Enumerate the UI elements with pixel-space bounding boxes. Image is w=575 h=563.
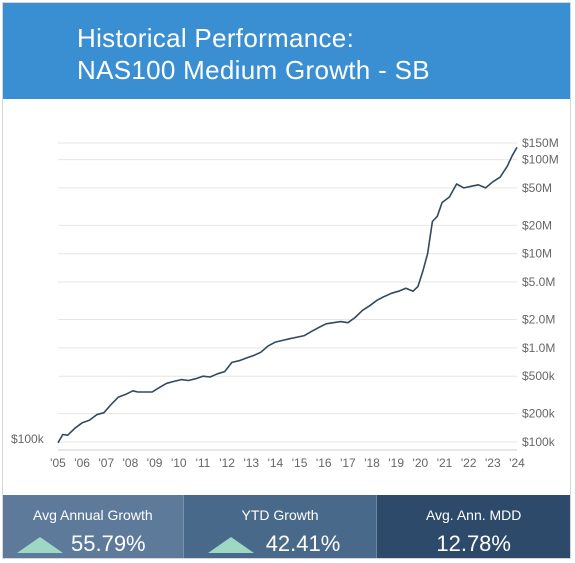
x-tick-label: '22 bbox=[461, 456, 477, 470]
trend-up-icon bbox=[207, 537, 254, 553]
stat-label: Avg Annual Growth bbox=[33, 507, 153, 523]
page-title: Historical Performance: bbox=[77, 23, 355, 53]
y-tick-label: $500k bbox=[522, 369, 556, 383]
x-tick-label: '24 bbox=[509, 456, 525, 470]
y-tick-label: $5.0M bbox=[522, 275, 555, 289]
x-tick-label: '08 bbox=[123, 456, 139, 470]
x-tick-label: '07 bbox=[98, 456, 114, 470]
x-tick-label: '09 bbox=[147, 456, 163, 470]
stat-avg-ann-mdd: Avg. Ann. MDD 12.78% bbox=[376, 495, 570, 558]
x-tick-label: '10 bbox=[171, 456, 187, 470]
stat-value: 42.41% bbox=[265, 531, 341, 556]
y-tick-label: $10M bbox=[522, 247, 552, 261]
x-tick-label: '11 bbox=[196, 456, 211, 470]
x-tick-label: '20 bbox=[413, 456, 429, 470]
x-tick-label: '12 bbox=[219, 456, 235, 470]
y-tick-label: $1.0M bbox=[522, 341, 555, 355]
performance-card: Historical Performance: NAS100 Medium Gr… bbox=[2, 2, 571, 559]
y-tick-label: $50M bbox=[522, 181, 552, 195]
x-tick-label: '21 bbox=[437, 456, 453, 470]
header-banner: Historical Performance: NAS100 Medium Gr… bbox=[3, 3, 570, 99]
x-tick-label: '18 bbox=[364, 456, 380, 470]
x-tick-label: '17 bbox=[340, 456, 356, 470]
y-tick-label: $100M bbox=[522, 153, 559, 167]
stat-label: Avg. Ann. MDD bbox=[425, 507, 522, 523]
y-tick-label: $100k bbox=[522, 435, 556, 449]
x-tick-label: '05 bbox=[50, 456, 66, 470]
x-tick-label: '14 bbox=[268, 456, 284, 470]
stat-label: YTD Growth bbox=[241, 507, 319, 523]
y-axis-left-label: $100k bbox=[11, 432, 45, 446]
performance-chart: $100k $200k $500k $1.0M $2.0M $5.0M $10M $20M $5… bbox=[11, 136, 559, 470]
series-line bbox=[57, 146, 518, 444]
y-tick-label: $20M bbox=[522, 218, 552, 232]
page-subtitle: NAS100 Medium Growth - SB bbox=[77, 55, 430, 85]
x-tick-label: '06 bbox=[74, 456, 90, 470]
y-tick-label: $150M bbox=[522, 136, 559, 150]
stat-avg-annual-growth: Avg Annual Growth 55.79% bbox=[3, 495, 183, 558]
x-tick-label: '13 bbox=[243, 456, 259, 470]
x-tick-label: '15 bbox=[292, 456, 308, 470]
stat-value: 55.79% bbox=[71, 531, 146, 556]
x-tick-label: '19 bbox=[388, 456, 404, 470]
x-tick-label: '23 bbox=[485, 456, 501, 470]
stat-value: 12.78% bbox=[436, 531, 511, 556]
y-tick-label: $200k bbox=[522, 407, 556, 421]
trend-up-icon bbox=[17, 537, 63, 553]
x-tick-label: '16 bbox=[316, 456, 332, 470]
y-tick-label: $2.0M bbox=[522, 313, 555, 327]
stats-bar: Avg Annual Growth 55.79% YTD Growth 42.4… bbox=[3, 495, 570, 558]
stat-ytd-growth: YTD Growth 42.41% bbox=[182, 495, 377, 558]
